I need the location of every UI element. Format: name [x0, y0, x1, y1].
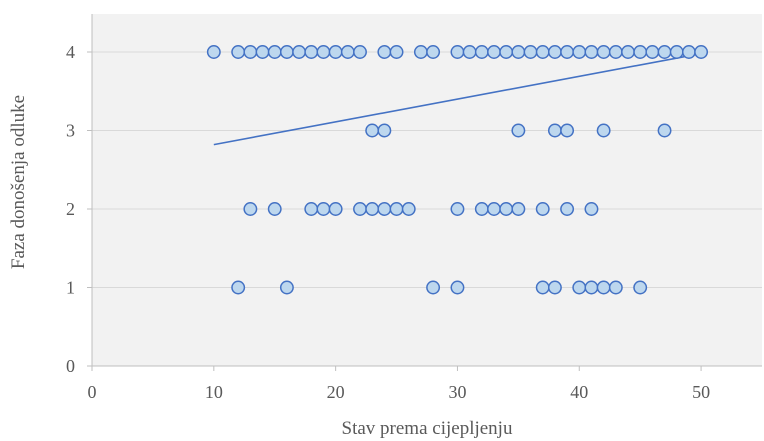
data-point [231, 280, 246, 295]
data-point [279, 280, 294, 295]
y-tick-label: 2 [66, 199, 75, 219]
data-point [621, 45, 635, 59]
data-point [377, 123, 392, 138]
data-point [645, 45, 660, 59]
plot-area [92, 14, 762, 366]
x-tick-label: 30 [448, 382, 466, 402]
data-point [389, 45, 404, 59]
data-point [560, 123, 575, 138]
data-point [474, 45, 489, 59]
data-point [426, 45, 441, 59]
data-point [535, 202, 550, 216]
y-tick-label: 1 [66, 278, 75, 298]
x-axis-title: Stav prema cijepljenju [342, 418, 513, 439]
y-axis-title: Faza donošenja odluke [8, 95, 29, 269]
data-point [353, 202, 367, 216]
y-tick-label: 4 [66, 42, 75, 62]
y-tick-label: 0 [66, 356, 75, 376]
data-point [267, 202, 282, 216]
data-point [353, 45, 367, 59]
data-point [511, 202, 526, 216]
tick-labels: 0 10 20 30 40 50 0 1 2 3 4 [66, 42, 710, 402]
data-point [206, 45, 221, 59]
data-point [547, 45, 562, 59]
data-point [694, 45, 709, 59]
data-point [365, 202, 380, 216]
data-point [511, 123, 526, 138]
data-point [255, 45, 270, 59]
data-point [608, 45, 623, 59]
axes [91, 14, 762, 367]
data-point [535, 45, 550, 59]
data-point [547, 123, 562, 138]
data-point [596, 45, 611, 59]
data-point [413, 45, 428, 59]
data-point [560, 202, 575, 216]
data-point [267, 45, 282, 59]
data-point [584, 202, 599, 216]
data-point [572, 280, 587, 295]
x-tick-label: 20 [327, 382, 345, 402]
data-point [511, 45, 526, 59]
data-point [231, 45, 246, 59]
data-point [426, 280, 441, 295]
data-point [633, 45, 648, 59]
data-point [328, 202, 343, 216]
data-point [462, 45, 477, 59]
data-point [535, 280, 550, 295]
data-point [584, 280, 599, 295]
data-point [304, 45, 319, 59]
y-tick-label: 3 [66, 121, 75, 141]
data-point [292, 45, 307, 59]
data-point [450, 45, 465, 59]
trendline [213, 52, 702, 146]
data-point [523, 45, 538, 59]
data-point [316, 202, 331, 216]
data-point [389, 202, 404, 216]
x-tick-label: 50 [692, 382, 710, 402]
data-point [243, 45, 258, 59]
data-point [608, 280, 623, 295]
data-point [596, 123, 611, 138]
data-point [487, 202, 501, 216]
data-point [450, 202, 465, 216]
data-point [681, 45, 696, 59]
data-point [450, 280, 465, 295]
data-point [572, 45, 587, 59]
data-point [316, 45, 331, 59]
data-point [547, 280, 562, 295]
data-point [633, 280, 648, 295]
data-point [243, 202, 258, 216]
data-point [596, 280, 611, 295]
data-point [657, 123, 672, 138]
data-point [401, 202, 416, 216]
data-point [560, 45, 575, 59]
trendline-layer [213, 52, 702, 146]
data-point [340, 45, 355, 59]
data-point [499, 45, 514, 59]
x-tick-label: 40 [570, 382, 588, 402]
data-points [206, 45, 709, 295]
data-point [474, 202, 489, 216]
data-point [365, 123, 380, 138]
data-point [669, 45, 684, 59]
data-point [487, 45, 501, 59]
data-point [377, 45, 392, 59]
data-point [377, 202, 392, 216]
x-tick-label: 10 [205, 382, 223, 402]
data-point [657, 45, 672, 59]
data-point [328, 45, 343, 59]
data-point [499, 202, 514, 216]
data-point [279, 45, 294, 59]
x-tick-label: 0 [88, 382, 97, 402]
data-point [584, 45, 599, 59]
data-point [304, 202, 319, 216]
